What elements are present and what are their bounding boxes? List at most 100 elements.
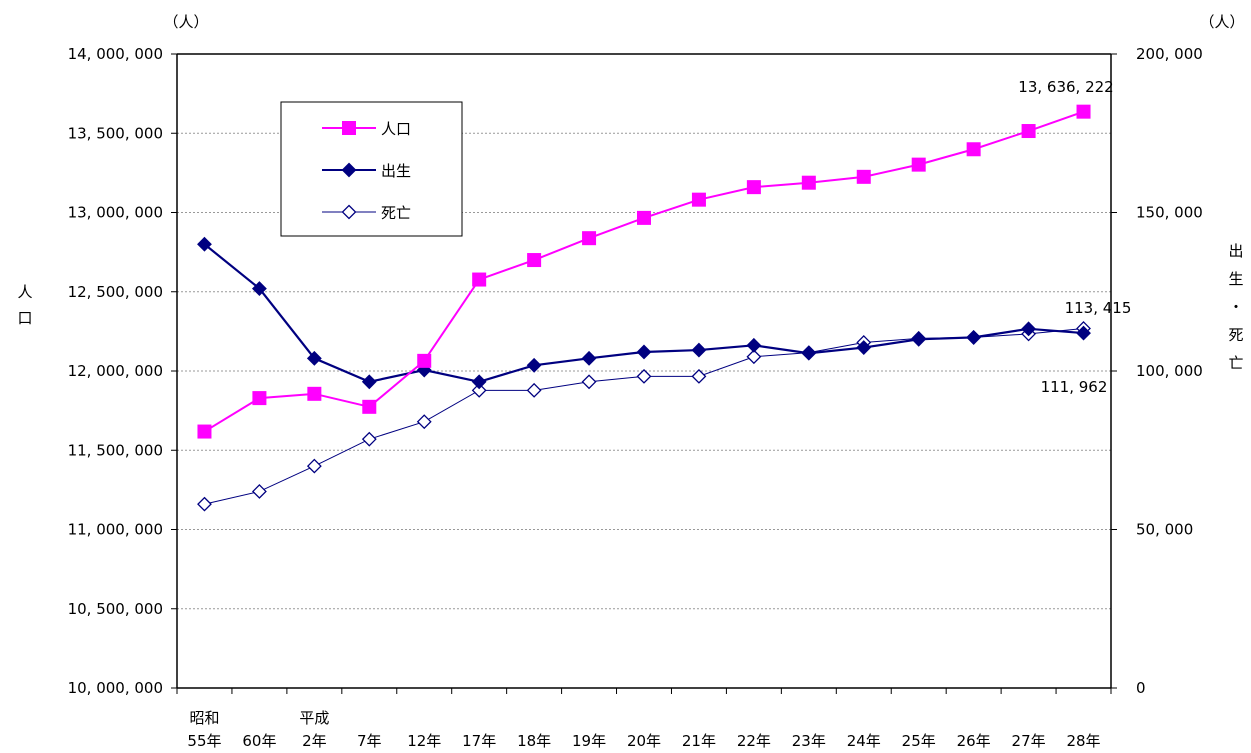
point-marker [801, 175, 816, 190]
point-marker [911, 157, 926, 172]
left-tick-label: 13, 500, 000 [68, 124, 163, 142]
point-marker [306, 458, 322, 474]
point-marker [526, 382, 542, 398]
series-0 [197, 104, 1091, 439]
point-marker [581, 350, 597, 366]
right-axis-ticks: 0 50, 000 100, 000 150, 000 200, 000 [1111, 45, 1203, 697]
point-marker [746, 337, 762, 353]
right-axis-label-char: 出 [1228, 242, 1243, 260]
x-tick-label: 20年 [627, 732, 661, 750]
right-axis-label-char: ・ [1228, 298, 1243, 316]
point-marker [911, 331, 927, 347]
point-marker [801, 345, 817, 361]
legend-item: 死亡 [322, 204, 411, 222]
point-marker [251, 281, 267, 296]
point-marker [361, 374, 377, 390]
left-tick-label: 10, 000, 000 [68, 679, 163, 697]
era-label: 昭和 [189, 709, 219, 727]
point-marker [1021, 124, 1036, 139]
left-axis-label-char: 人 [17, 283, 32, 301]
point-marker [251, 484, 267, 499]
point-marker [856, 340, 872, 355]
point-marker [527, 253, 542, 268]
point-marker [691, 368, 707, 384]
point-marker [471, 382, 487, 398]
point-marker [581, 374, 597, 390]
right-tick-label: 0 [1136, 679, 1146, 697]
x-tick-label: 60年 [242, 732, 276, 750]
x-axis-ticks: 55年 60年 2年 7年 12年 17年 18年 19年 20年 21年 22年 23年 24年 25年… [176, 688, 1112, 750]
x-tick-label: 22年 [737, 732, 771, 750]
left-tick-label: 11, 000, 000 [68, 521, 163, 539]
x-tick-label: 2年 [302, 732, 327, 750]
x-tick-label: 18年 [517, 732, 551, 750]
right-axis-label-char: 生 [1228, 270, 1243, 288]
point-marker [417, 353, 432, 368]
annotation-population: 13, 636, 222 [1018, 78, 1113, 96]
right-axis-label: 出生・死亡 [1228, 242, 1243, 372]
point-marker [472, 272, 487, 287]
point-marker [341, 162, 357, 178]
point-marker [252, 391, 267, 406]
point-marker [856, 169, 871, 184]
left-tick-label: 12, 000, 000 [68, 362, 163, 380]
era-label: 平成 [299, 709, 329, 727]
point-marker [691, 342, 707, 358]
annotations: 13, 636, 222 113, 415 111, 962 [1018, 78, 1131, 396]
x-tick-label: 17年 [462, 732, 496, 750]
point-marker [746, 180, 761, 195]
x-tick-label: 28年 [1066, 732, 1100, 750]
point-marker [966, 329, 982, 345]
left-tick-label: 13, 000, 000 [68, 204, 163, 222]
point-marker [416, 414, 432, 430]
right-axis-label-char: 亡 [1228, 354, 1243, 372]
annotation-deaths: 113, 415 [1065, 299, 1132, 317]
legend-item: 出生 [322, 162, 411, 180]
right-tick-label: 150, 000 [1136, 204, 1203, 222]
point-marker [746, 349, 762, 365]
point-marker [966, 142, 981, 157]
x-tick-label: 26年 [957, 732, 991, 750]
right-unit-label: （人） [1199, 13, 1244, 31]
point-marker [1021, 321, 1037, 337]
point-marker [307, 386, 322, 401]
point-marker [1076, 325, 1091, 341]
left-tick-label: 12, 500, 000 [68, 283, 163, 301]
x-tick-label: 27年 [1012, 732, 1046, 750]
point-marker [582, 231, 597, 246]
point-marker [637, 210, 651, 225]
series-layer [197, 104, 1091, 512]
right-tick-label: 100, 000 [1136, 362, 1203, 380]
point-marker [341, 204, 357, 220]
point-marker [197, 496, 212, 512]
point-marker [197, 424, 212, 439]
left-unit-label: （人） [163, 13, 208, 31]
x-tick-label: 55年 [187, 732, 221, 750]
point-marker [636, 368, 652, 384]
point-marker [471, 374, 487, 390]
legend-label: 出生 [381, 162, 411, 180]
point-marker [636, 344, 652, 360]
point-marker [1076, 104, 1091, 119]
left-tick-label: 10, 500, 000 [68, 600, 163, 618]
left-tick-label: 11, 500, 000 [68, 441, 163, 459]
annotation-births: 111, 962 [1041, 378, 1108, 396]
series-1 [197, 236, 1091, 390]
right-tick-label: 50, 000 [1136, 521, 1193, 539]
x-tick-label: 24年 [847, 732, 881, 750]
x-tick-label: 21年 [682, 732, 716, 750]
legend-label: 死亡 [381, 204, 411, 222]
left-axis-label: 人口 [17, 283, 32, 327]
series-line [203, 243, 1084, 383]
point-marker [197, 236, 212, 252]
right-tick-label: 200, 000 [1136, 45, 1203, 63]
left-tick-label: 14, 000, 000 [68, 45, 163, 63]
legend-label: 人口 [381, 120, 411, 138]
point-marker [342, 121, 356, 135]
point-marker [362, 399, 377, 414]
left-axis-ticks: 10, 000, 000 10, 500, 000 11, 000, 000 11, … [68, 45, 177, 697]
left-axis-label-char: 口 [17, 309, 32, 327]
point-marker [691, 192, 706, 207]
